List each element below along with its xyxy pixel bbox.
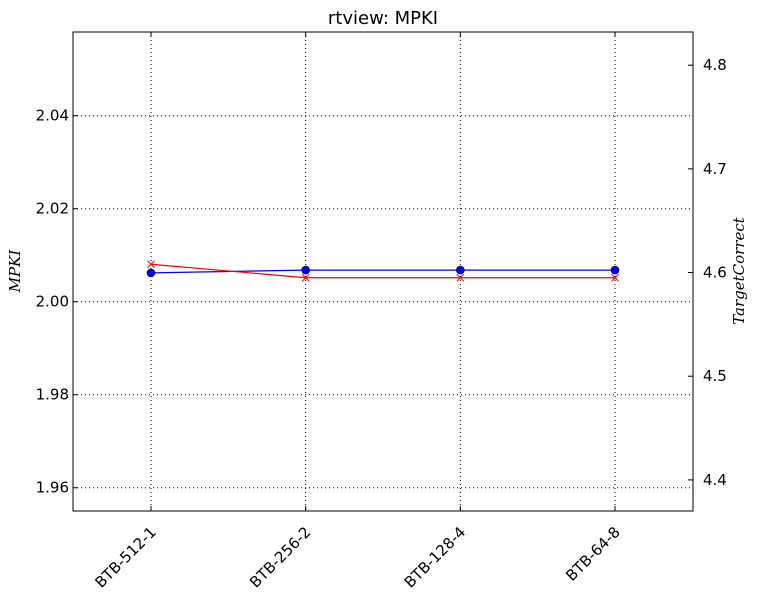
y2-axis-label: TargetCorrect [730, 216, 748, 325]
x-tick-label: BTB-64-8 [562, 523, 624, 585]
data-point-marker [147, 260, 155, 269]
y-tick-label: 1.98 [36, 386, 69, 404]
x-tick-label: BTB-256-2 [246, 523, 314, 591]
y-tick-label: 2.04 [36, 107, 69, 125]
grid [73, 32, 693, 511]
y-tick-label: 1.96 [36, 479, 69, 497]
x-tick-label: BTB-512-1 [91, 523, 159, 591]
y2-tick-label: 4.5 [703, 367, 727, 385]
data-point-marker [611, 273, 619, 282]
data-point-marker [301, 265, 310, 275]
x-tick-label: BTB-128-4 [401, 523, 469, 591]
data-point-marker [456, 273, 465, 282]
y2-tick-label: 4.6 [703, 264, 727, 282]
y-tick-label: 2.00 [36, 293, 69, 311]
data-point-marker [146, 268, 156, 278]
y2-tick-label: 4.4 [703, 471, 727, 489]
chart-title: rtview: MPKI [328, 8, 438, 29]
data-point-marker [610, 265, 620, 275]
series-line-1 [150, 263, 615, 279]
data-point-marker [301, 273, 310, 282]
y2-tick-label: 4.7 [703, 160, 727, 178]
y-axis-label: MPKI [6, 249, 24, 294]
plot-area-frame [72, 31, 694, 512]
series [146, 260, 620, 282]
data-point-marker [456, 265, 465, 275]
y2-tick-label: 4.8 [703, 56, 727, 74]
y-tick-label: 2.02 [36, 200, 69, 218]
